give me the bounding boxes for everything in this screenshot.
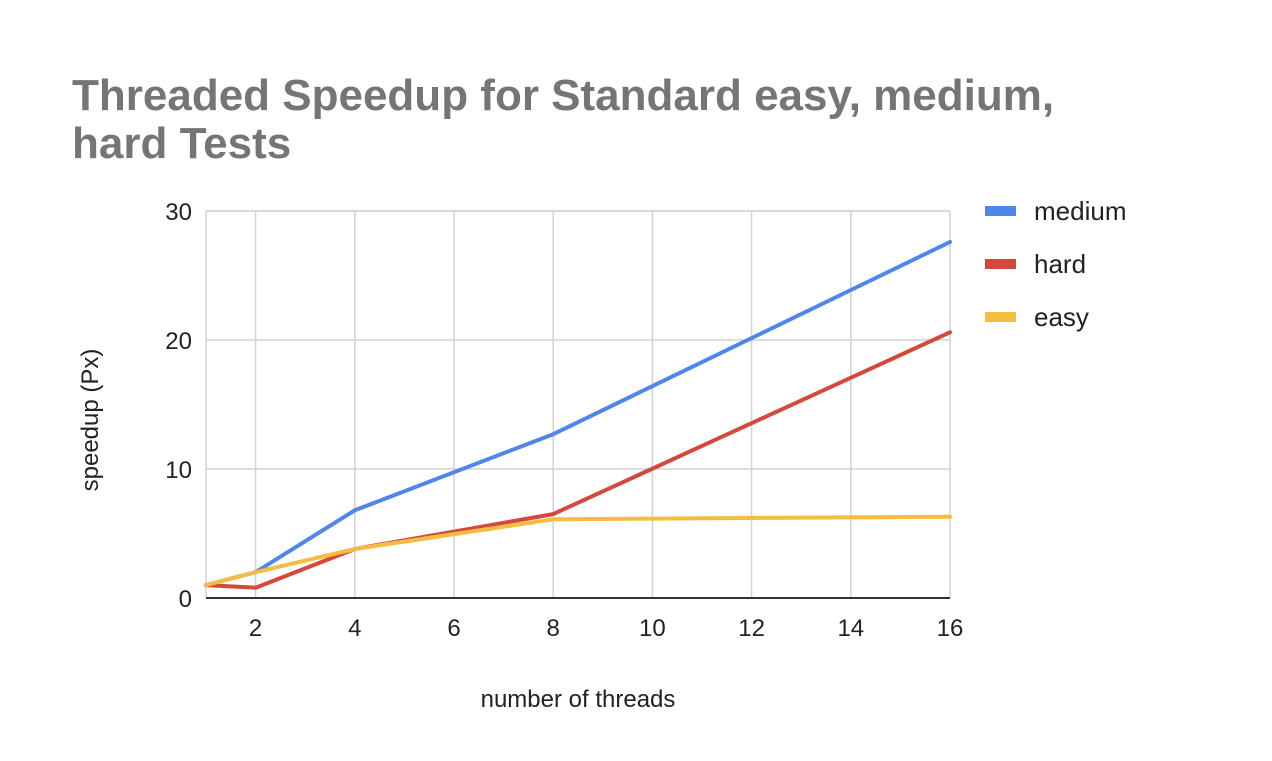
x-tick-label: 6 [447, 615, 460, 642]
y-tick-label: 20 [165, 328, 192, 355]
x-tick-label: 10 [639, 615, 666, 642]
y-tick-label: 10 [165, 457, 192, 484]
x-tick-label: 8 [547, 615, 560, 642]
series-line-hard [204, 330, 952, 590]
legend-swatch-easy [985, 312, 1016, 322]
series-layer [204, 240, 952, 590]
x-tick-label: 12 [738, 615, 765, 642]
legend-swatch-medium [985, 206, 1016, 216]
x-tick-label: 14 [837, 615, 864, 642]
legend: medium hard easy [985, 196, 1126, 332]
legend-label-medium: medium [1034, 196, 1126, 226]
y-tick-label: 30 [165, 199, 192, 226]
y-tick-label: 0 [179, 586, 192, 613]
series-line-easy [204, 514, 952, 588]
legend-swatch-hard [985, 259, 1016, 269]
x-tick-label: 4 [348, 615, 361, 642]
chart-title: Threaded Speedup for Standard easy, medi… [72, 71, 1055, 168]
x-tick-label: 2 [249, 615, 262, 642]
x-tick-label: 16 [937, 615, 964, 642]
y-axis-label: speedup (Px) [77, 349, 104, 492]
tick-label-layer: 0 10 20 30 2 4 6 8 10 12 14 16 [165, 199, 963, 642]
legend-label-easy: easy [1034, 302, 1089, 332]
legend-label-hard: hard [1034, 249, 1086, 279]
x-axis-label: number of threads [481, 686, 676, 713]
series-line-medium [204, 240, 952, 588]
grid-layer [205, 210, 951, 598]
